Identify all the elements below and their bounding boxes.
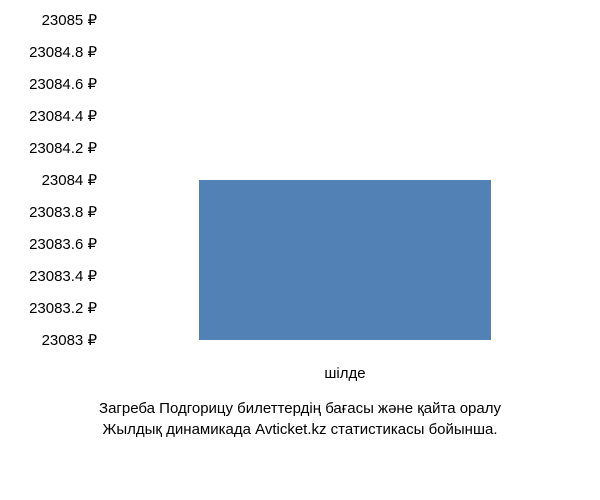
y-tick-label: 23085 ₽	[42, 11, 97, 29]
y-axis: 23085 ₽23084.8 ₽23084.6 ₽23084.4 ₽23084.…	[0, 20, 105, 340]
y-tick-label: 23083 ₽	[42, 331, 97, 349]
bar	[199, 180, 490, 340]
y-tick-label: 23084.8 ₽	[29, 43, 97, 61]
chart-plot-area: шілде	[110, 20, 580, 340]
y-tick-label: 23083.6 ₽	[29, 235, 97, 253]
chart-caption: Загреба Подгорицу билеттердің бағасы жән…	[0, 398, 600, 440]
y-tick-label: 23083.2 ₽	[29, 299, 97, 317]
y-tick-label: 23084 ₽	[42, 171, 97, 189]
y-tick-label: 23083.4 ₽	[29, 267, 97, 285]
caption-line-1: Загреба Подгорицу билеттердің бағасы жән…	[0, 398, 600, 419]
y-tick-label: 23084.6 ₽	[29, 75, 97, 93]
y-tick-label: 23083.8 ₽	[29, 203, 97, 221]
x-tick-label: шілде	[324, 365, 365, 382]
caption-line-2: Жылдық динамикада Avticket.kz статистика…	[0, 419, 600, 440]
y-tick-label: 23084.2 ₽	[29, 139, 97, 157]
plot	[110, 20, 580, 340]
y-tick-label: 23084.4 ₽	[29, 107, 97, 125]
